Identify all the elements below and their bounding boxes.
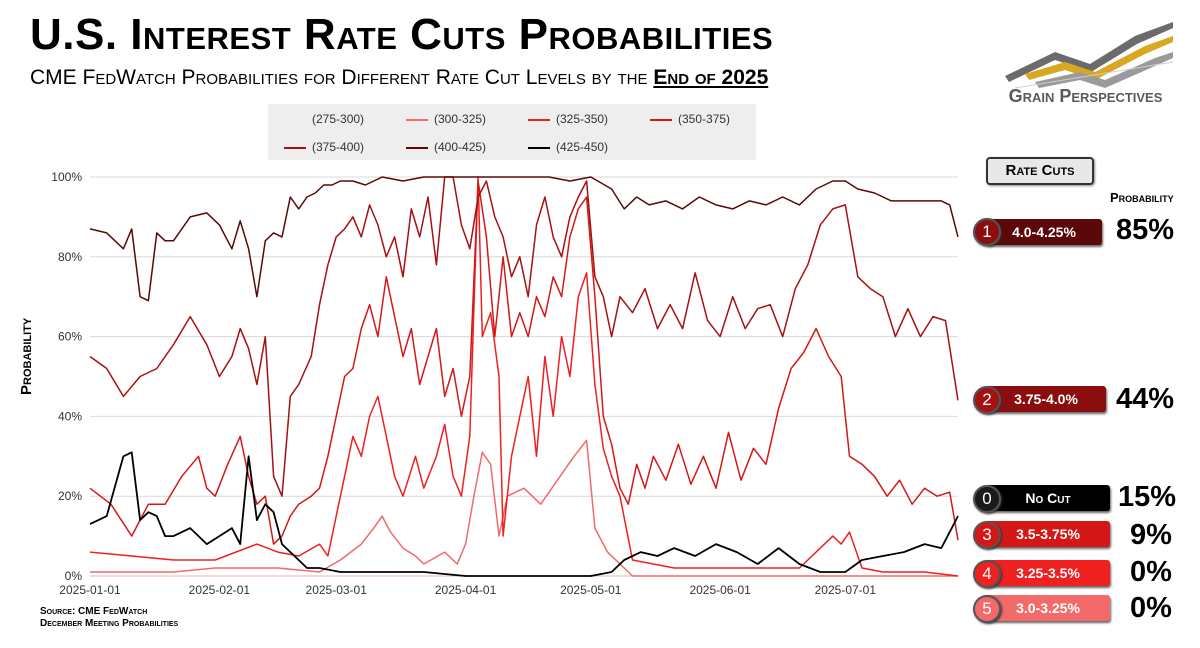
rate-pct-2: 44% <box>1116 383 1175 415</box>
probability-header: Probability <box>1110 190 1174 205</box>
rate-circle-3: 3 <box>973 521 1001 549</box>
rate-circle-5: 5 <box>973 595 1001 623</box>
source-line-2: December Meeting Probabilities <box>40 618 179 629</box>
rate-badge-3.0-3.25: 3.0-3.25% <box>986 595 1110 621</box>
rate-badge-3.5-3.75: 3.5-3.75% <box>986 521 1110 547</box>
legend-item-275-300: (275-300) <box>312 112 365 126</box>
series-line-325-350 <box>89 176 959 577</box>
subtitle-main: CME FedWatch Probabilities for Different… <box>30 66 648 89</box>
series-line-350-375 <box>89 180 959 545</box>
x-tick-label: 2025-04-01 <box>435 583 497 597</box>
x-tick-label: 2025-06-01 <box>689 583 751 597</box>
rate-pct-0: 15% <box>1118 481 1177 513</box>
x-tick-label: 2025-05-01 <box>560 583 622 597</box>
chart-legend: (275-300) (300-325) (325-350) (350-375) … <box>268 104 756 160</box>
rate-pct-3: 9% <box>1130 519 1172 551</box>
x-tick-label: 2025-03-01 <box>306 583 368 597</box>
logo-text: Grain Perspectives <box>1008 86 1163 106</box>
rate-badge-3.75-4.0: 3.75-4.0% <box>986 386 1106 412</box>
series-line-300-325 <box>90 439 958 577</box>
source-note: Source: CME FedWatch December Meeting Pr… <box>40 606 178 630</box>
y-tick-labels: 0% 20% 40% 60% 80% 100% <box>51 170 82 583</box>
y-tick-label: 0% <box>65 569 83 583</box>
series-line-400-425 <box>89 176 959 302</box>
grain-perspectives-logo <box>1005 22 1174 89</box>
rate-circle-2: 2 <box>973 386 1001 414</box>
y-tick-label: 40% <box>58 409 82 423</box>
subtitle-highlight: End of 2025 <box>653 66 769 89</box>
y-tick-label: 20% <box>58 489 82 503</box>
y-axis-label: Probability <box>18 317 35 395</box>
x-tick-labels: 2025-01-01 2025-02-01 2025-03-01 2025-04-01… <box>59 583 876 597</box>
legend-item-425-450: (425-450) <box>528 140 608 154</box>
rate-badge-no-cut: No Cut <box>986 485 1110 511</box>
rate-badge-4.0-4.25: 4.0-4.25% <box>986 219 1102 245</box>
series-line-375-400 <box>89 176 959 497</box>
legend-item-300-325: (300-325) <box>406 112 486 126</box>
rate-circle-1: 1 <box>973 218 1001 246</box>
rate-cuts-header: Rate Cuts <box>986 157 1094 185</box>
rate-pct-1: 85% <box>1116 214 1175 246</box>
rate-pct-4: 0% <box>1130 556 1172 588</box>
source-line-1: Source: CME FedWatch <box>40 606 148 617</box>
legend-item-375-400: (375-400) <box>284 140 364 154</box>
legend-item-350-375: (350-375) <box>650 112 730 126</box>
legend-item-400-425: (400-425) <box>406 140 486 154</box>
rate-pct-5: 0% <box>1130 592 1172 624</box>
rate-circle-4: 4 <box>973 560 1001 588</box>
y-tick-label: 100% <box>51 170 82 184</box>
page-title: U.S. Interest Rate Cuts Probabilities <box>30 10 774 59</box>
x-tick-label: 2025-07-01 <box>815 583 877 597</box>
rate-circle-0: 0 <box>973 485 1001 513</box>
y-tick-label: 80% <box>58 250 82 264</box>
rate-badge-3.25-3.5: 3.25-3.5% <box>986 560 1110 586</box>
series-line-425-450 <box>89 451 959 577</box>
page-subtitle: CME FedWatch Probabilities for Different… <box>30 66 768 90</box>
series-lines <box>89 176 959 577</box>
x-tick-label: 2025-02-01 <box>189 583 251 597</box>
legend-item-325-350: (325-350) <box>528 112 608 126</box>
y-tick-label: 60% <box>58 330 82 344</box>
x-tick-label: 2025-01-01 <box>59 583 121 597</box>
